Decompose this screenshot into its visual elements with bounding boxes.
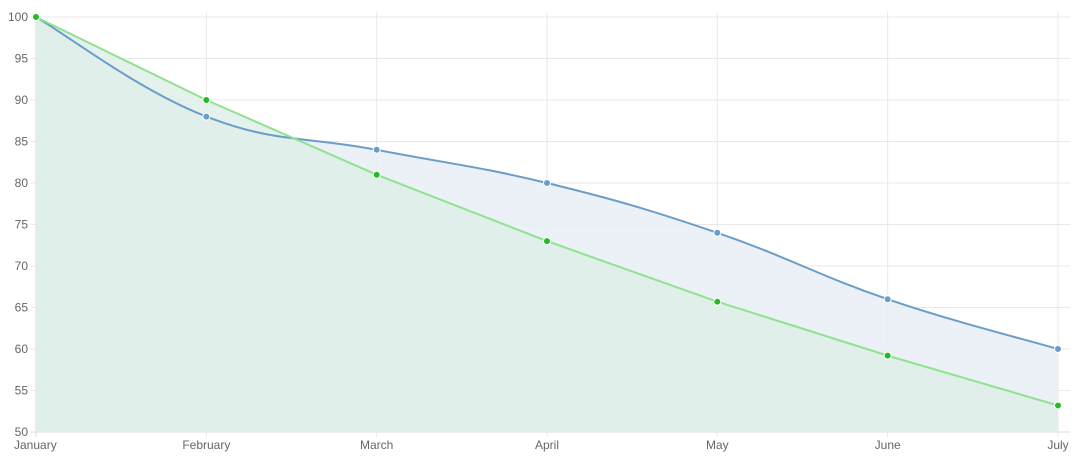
y-tick-label: 65 bbox=[15, 301, 29, 315]
x-axis-ticks: January February March April May June July bbox=[14, 438, 1069, 452]
series-2-point bbox=[1054, 401, 1062, 410]
x-tick-label: January bbox=[14, 438, 57, 452]
y-tick-label: 60 bbox=[15, 342, 29, 356]
series-1-point bbox=[713, 228, 722, 237]
y-tick-label: 80 bbox=[15, 176, 29, 190]
series-2-point bbox=[883, 351, 892, 360]
y-tick-label: 85 bbox=[15, 135, 29, 149]
y-tick-label: 75 bbox=[15, 218, 29, 232]
x-tick-label: March bbox=[360, 438, 393, 452]
series-2-area bbox=[36, 17, 1058, 432]
x-tick-label: June bbox=[875, 438, 901, 452]
y-tick-label: 90 bbox=[15, 93, 29, 107]
x-tick-label: May bbox=[706, 438, 729, 452]
series-2-point bbox=[202, 96, 211, 104]
y-tick-label: 50 bbox=[15, 425, 29, 439]
x-tick-label: April bbox=[535, 438, 559, 452]
x-tick-label: July bbox=[1047, 438, 1068, 452]
series-1-point bbox=[883, 295, 892, 304]
series-2-point bbox=[543, 237, 551, 246]
series-1-point bbox=[372, 145, 381, 154]
x-tick-label: February bbox=[182, 438, 230, 452]
series-2-point bbox=[713, 297, 722, 306]
series-2-point bbox=[372, 170, 381, 179]
y-tick-label: 70 bbox=[15, 259, 29, 273]
series-1-point bbox=[202, 112, 211, 121]
series-points bbox=[32, 13, 1062, 410]
series-1-point bbox=[543, 179, 551, 187]
series-2-point bbox=[32, 13, 40, 21]
series-1-point bbox=[1054, 345, 1062, 353]
y-axis-ticks: 50 55 60 65 70 75 80 85 90 95 100 bbox=[8, 10, 28, 439]
y-tick-label: 100 bbox=[8, 10, 28, 24]
y-tick-label: 55 bbox=[15, 384, 29, 398]
y-tick-label: 95 bbox=[15, 52, 29, 66]
